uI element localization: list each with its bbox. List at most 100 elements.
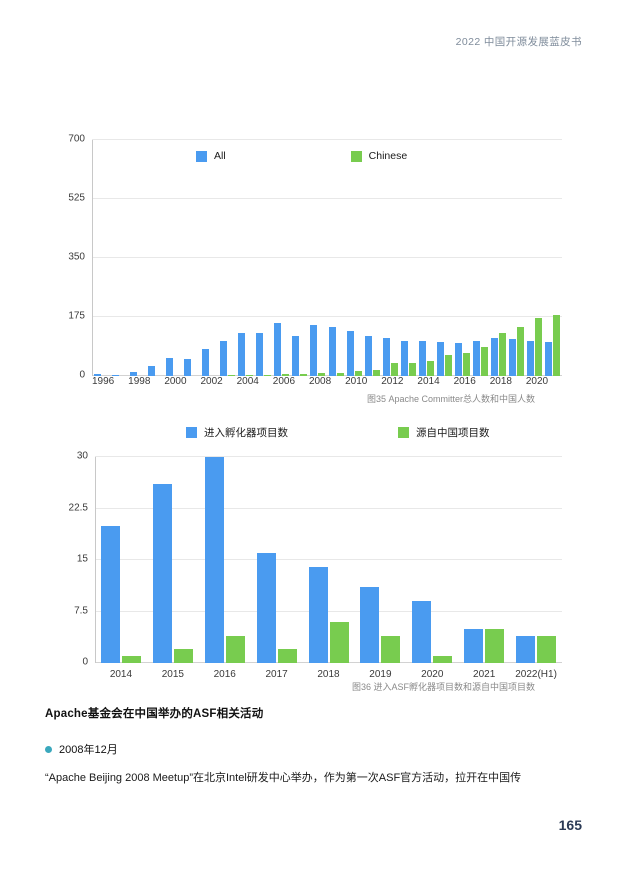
bar [445, 355, 453, 376]
bar-group [303, 457, 355, 663]
bar-group [454, 140, 472, 376]
bullet-dot-icon [45, 745, 52, 753]
bar [381, 635, 401, 663]
bar [400, 340, 408, 376]
x-axis-tick-label: 2004 [236, 376, 259, 387]
bar-group [200, 140, 218, 376]
bar-group [327, 140, 345, 376]
bar [535, 318, 543, 376]
bar-group [199, 457, 251, 663]
bar [336, 372, 344, 376]
bar [147, 365, 155, 376]
bar-group [417, 140, 435, 376]
legend-label: All [214, 150, 226, 162]
bar [545, 341, 553, 376]
bar [300, 373, 308, 376]
legend-item-2: 源自中国项目数 [398, 425, 490, 440]
x-axis-tick-label: 2016 [213, 669, 236, 680]
bar-group [273, 140, 291, 376]
running-header: 2022 中国开源发展蓝皮书 [455, 36, 582, 48]
x-axis-tick-label: 2021 [473, 669, 496, 680]
gridline: 0 [79, 370, 562, 381]
bar [173, 649, 193, 663]
chart1-caption: 图35 Apache Committer总人数和中国人数 [366, 394, 535, 404]
bar [390, 363, 398, 376]
chart2-plot-area: 0 7.5 15 22.5 30 [69, 451, 562, 668]
bar [292, 335, 300, 376]
y-axis-tick-label: 0 [82, 656, 88, 668]
bar [318, 373, 326, 376]
bar [328, 326, 336, 376]
x-axis-tick-label: 2012 [381, 376, 404, 387]
chart2-bars [95, 457, 562, 663]
bar [264, 374, 272, 376]
bullet-date-label: 2008年12月 [59, 744, 118, 756]
bar-group [406, 457, 458, 663]
bar-group [458, 457, 510, 663]
y-axis-tick-label: 0 [79, 369, 85, 381]
bar [204, 457, 224, 663]
bar-group [95, 457, 147, 663]
chart1-gridlines: 0 175 350 525 700 [68, 134, 562, 381]
y-axis-tick-label: 22.5 [68, 502, 88, 513]
bar [463, 353, 471, 376]
bar-group [472, 140, 490, 376]
bar-group [381, 140, 399, 376]
x-axis-tick-label: 2006 [272, 376, 296, 387]
x-axis-tick-label: 2018 [317, 669, 340, 680]
bar [418, 340, 426, 376]
bar [256, 553, 276, 663]
bar [238, 332, 246, 376]
bar-group [147, 457, 199, 663]
x-axis-tick-label: 2022(H1) [515, 669, 557, 680]
bar-group [526, 140, 544, 376]
bar [408, 362, 416, 376]
chart2-x-axis-labels: 2014 2015 2016 2017 2018 2019 2020 2021 2022(H1) [95, 669, 562, 680]
gridline: 350 [68, 252, 562, 263]
bar [121, 656, 141, 663]
x-axis-tick-label: 2018 [489, 376, 512, 387]
gridline: 700 [68, 134, 562, 145]
gridline: 175 [68, 311, 562, 322]
y-axis-tick-label: 700 [68, 133, 85, 145]
bar [93, 374, 101, 376]
legend-swatch-icon [350, 150, 362, 162]
bar [346, 330, 354, 376]
bar [426, 361, 434, 376]
bar [412, 601, 432, 663]
gridline: 525 [68, 193, 562, 204]
bar-group [128, 140, 146, 376]
bar [485, 628, 505, 663]
bar [517, 326, 525, 376]
section-heading: Apache基金会在中国举办的ASF相关活动 [45, 708, 264, 720]
legend-label: 进入孵化器项目数 [204, 427, 288, 439]
x-axis-tick-label: 1998 [128, 376, 151, 387]
legend-item-1: All [196, 150, 226, 162]
bar [246, 375, 254, 376]
bar [473, 340, 481, 376]
legend-swatch-icon [196, 150, 207, 162]
legend-item-1: 进入孵化器项目数 [186, 425, 288, 440]
legend-swatch-icon [186, 427, 197, 438]
chart-apache-committers: All Chinese 0 175 350 525 700 1996.1998.2000.… [46, 133, 576, 404]
x-axis-tick-label: 2010 [345, 376, 368, 387]
bar-group [354, 457, 406, 663]
bar [382, 338, 390, 376]
bar [499, 332, 507, 376]
x-axis-tick-label: 2017 [265, 669, 288, 680]
bullet-item-2008: 2008年12月 [45, 741, 118, 757]
y-axis-tick-label: 350 [68, 251, 85, 263]
chart1-plot-area: 0 175 350 525 700 [68, 134, 562, 381]
bar-group [508, 140, 526, 376]
bar [364, 335, 372, 376]
bar-group [544, 140, 562, 376]
chart1-y-axis [92, 140, 93, 376]
y-axis-tick-label: 7.5 [74, 605, 88, 616]
bar-group [309, 140, 327, 376]
legend-label: Chinese [368, 150, 408, 162]
chart2-gridlines: 0 7.5 15 22.5 30 [69, 451, 562, 668]
gridline: 22.5 [69, 502, 562, 513]
bar-group [182, 140, 200, 376]
body-paragraph: “Apache Beijing 2008 Meetup”在北京Intel研发中心… [45, 772, 522, 784]
x-axis-tick-label: 2002 [200, 376, 223, 387]
